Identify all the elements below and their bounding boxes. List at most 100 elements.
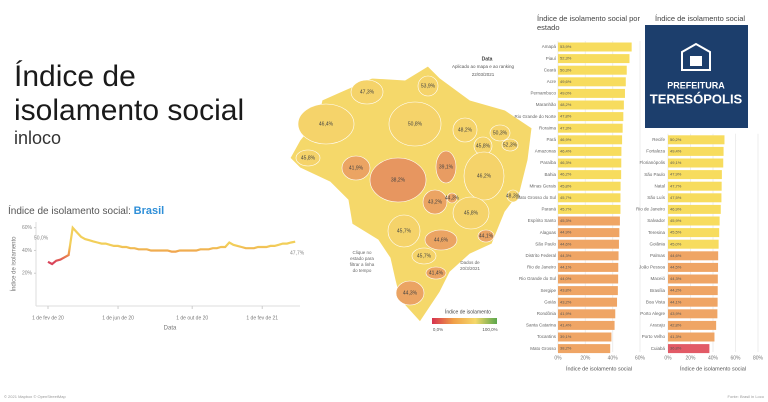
x-tick-label: 60% bbox=[635, 355, 646, 361]
value-label: 45,5% bbox=[670, 230, 682, 235]
value-label: 45,7% bbox=[560, 206, 572, 211]
value-label: 43,8% bbox=[560, 288, 572, 293]
value-label: 44,0% bbox=[560, 276, 572, 281]
x-axis-label: Índice de isolamento social bbox=[566, 365, 632, 372]
y-tick-label: 60% bbox=[22, 225, 33, 231]
state bbox=[369, 157, 427, 203]
annotation: 50,0% bbox=[34, 235, 49, 241]
bar bbox=[558, 274, 619, 284]
bar bbox=[558, 100, 624, 110]
title-line: isolamento social bbox=[14, 94, 244, 127]
category-label: Palmas bbox=[650, 253, 666, 258]
value-label: 49,6% bbox=[560, 79, 572, 84]
state bbox=[435, 150, 457, 184]
bar bbox=[668, 332, 715, 342]
bar bbox=[668, 146, 724, 156]
bar bbox=[668, 204, 721, 214]
bar bbox=[558, 158, 622, 168]
category-label: Amazonas bbox=[535, 149, 557, 154]
value-label: 44,3% bbox=[560, 253, 572, 258]
legend-scale bbox=[432, 318, 497, 324]
note: Aplicado ao mapa e ao ranking bbox=[452, 64, 515, 69]
value-label: 41,3% bbox=[670, 334, 682, 339]
bar bbox=[558, 88, 625, 98]
value-label: 42,8% bbox=[670, 322, 682, 327]
category-label: Ceará bbox=[544, 67, 557, 72]
category-label: Goiânia bbox=[649, 241, 665, 246]
x-tick-label: 0% bbox=[554, 355, 562, 361]
x-tick-label: 1 de out de 20 bbox=[176, 315, 208, 321]
value-label: 48,2% bbox=[560, 102, 572, 107]
category-label: Tocantins bbox=[537, 334, 557, 339]
note: Clique no bbox=[352, 250, 372, 255]
value-label: 44,1% bbox=[670, 299, 682, 304]
category-label: Roraima bbox=[539, 125, 557, 130]
state-label: 45,8% bbox=[301, 155, 316, 161]
note: Data bbox=[482, 56, 493, 62]
category-label: São Luís bbox=[647, 195, 666, 200]
note: 22/03/2021 bbox=[472, 72, 495, 77]
bar bbox=[668, 135, 725, 145]
value-label: 46,9% bbox=[560, 137, 572, 142]
bar bbox=[668, 228, 720, 238]
state bbox=[452, 117, 478, 143]
logo-text: PREFEITURA bbox=[667, 80, 725, 90]
category-label: Brasília bbox=[650, 288, 666, 293]
bar bbox=[558, 216, 620, 226]
category-label: São Paulo bbox=[644, 172, 665, 177]
state bbox=[417, 75, 439, 97]
value-label: 47,8% bbox=[560, 114, 572, 119]
bar bbox=[558, 170, 622, 180]
bar bbox=[668, 193, 722, 203]
note: 20/3/2021 bbox=[460, 266, 481, 271]
value-label: 46,4% bbox=[560, 148, 572, 153]
footer-left: © 2021 Mapbox © OpenStreetMap bbox=[4, 394, 66, 399]
state-label: 39,1% bbox=[439, 164, 454, 170]
bar bbox=[558, 297, 618, 307]
state-label: 44,1% bbox=[479, 233, 494, 239]
bar bbox=[558, 286, 618, 296]
category-label: Florianópolis bbox=[639, 160, 665, 165]
state-label: 44,3% bbox=[445, 195, 460, 201]
category-label: Porto Velho bbox=[642, 334, 666, 339]
bar bbox=[558, 123, 623, 133]
state-label: 44,6% bbox=[434, 237, 449, 243]
value-label: 46,2% bbox=[560, 172, 572, 177]
value-label: 45,9% bbox=[670, 218, 682, 223]
category-label: Distrito Federal bbox=[525, 253, 556, 258]
category-label: Paraná bbox=[541, 207, 556, 212]
bar bbox=[558, 239, 619, 249]
x-axis-label: Índice de isolamento social bbox=[680, 365, 746, 372]
state-label: 45,8% bbox=[476, 143, 491, 149]
category-label: Espírito Santo bbox=[528, 218, 557, 223]
value-label: 39,1% bbox=[560, 334, 572, 339]
value-label: 49,4% bbox=[670, 148, 682, 153]
category-label: Rio Grande do Norte bbox=[514, 114, 556, 119]
value-label: 50,3% bbox=[560, 67, 572, 72]
value-label: 46,3% bbox=[560, 160, 572, 165]
bar bbox=[558, 344, 611, 354]
note: do tempo bbox=[353, 268, 372, 273]
state bbox=[463, 151, 505, 201]
category-label: Paraíba bbox=[540, 160, 556, 165]
bar bbox=[668, 158, 724, 168]
value-label: 47,5% bbox=[670, 195, 682, 200]
bar bbox=[558, 228, 620, 238]
value-label: 45,0% bbox=[670, 241, 682, 246]
category-label: Aracaju bbox=[650, 323, 666, 328]
state-label: 38,2% bbox=[391, 177, 406, 183]
category-label: Mato Grosso bbox=[530, 346, 556, 351]
category-label: Minas Gerais bbox=[529, 183, 556, 188]
value-label: 44,3% bbox=[670, 276, 682, 281]
x-tick-label: 20% bbox=[580, 355, 591, 361]
x-tick-label: 40% bbox=[708, 355, 719, 361]
line-title: Índice de isolamento social: Brasil bbox=[8, 204, 164, 217]
state-label: 45,7% bbox=[397, 228, 412, 234]
legend-title: Índice de isolamento bbox=[445, 308, 491, 315]
value-label: 44,1% bbox=[560, 264, 572, 269]
state-label: 52,3% bbox=[503, 142, 518, 148]
x-tick-label: 40% bbox=[608, 355, 619, 361]
bar-title: estado bbox=[537, 23, 560, 32]
x-tick-label: 1 de fev de 21 bbox=[246, 315, 278, 321]
category-label: Fortaleza bbox=[646, 149, 665, 154]
